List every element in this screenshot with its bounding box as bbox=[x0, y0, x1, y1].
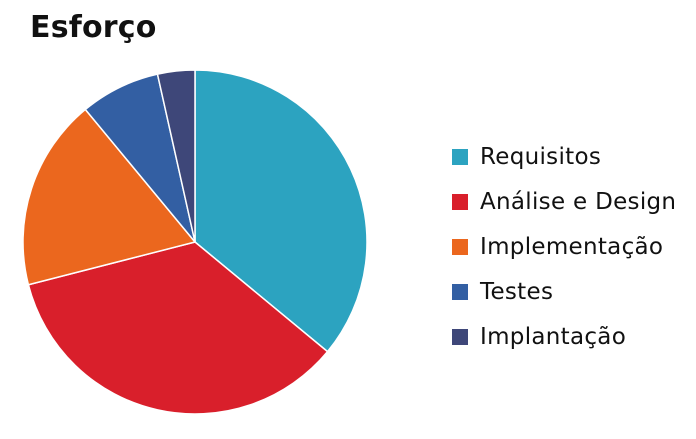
pie-slice-requisitos bbox=[194, 69, 368, 353]
pie-slice-implementacao bbox=[22, 108, 196, 286]
legend-item-implantacao: Implantação bbox=[452, 314, 676, 359]
legend-swatch-analise-e-design bbox=[452, 193, 468, 210]
legend-label-requisitos: Requisitos bbox=[480, 143, 602, 170]
legend-swatch-implementacao bbox=[452, 238, 468, 255]
legend-swatch-requisitos bbox=[452, 148, 468, 165]
legend-item-implementacao: Implementação bbox=[452, 224, 676, 269]
chart-title: Esforço bbox=[30, 10, 157, 45]
pie-slices bbox=[22, 69, 368, 415]
legend-item-analise-e-design: Análise e Design bbox=[452, 179, 676, 224]
pie-slice-analise-e-design bbox=[27, 241, 329, 415]
legend-item-testes: Testes bbox=[452, 269, 676, 314]
legend-label-implantacao: Implantação bbox=[480, 323, 627, 350]
pie-slice-implantacao bbox=[156, 69, 196, 243]
legend-swatch-testes bbox=[452, 283, 468, 300]
legend: Requisitos Análise e Design Implementaçã… bbox=[452, 134, 676, 359]
legend-label-testes: Testes bbox=[480, 278, 554, 305]
legend-swatch-implantacao bbox=[452, 328, 468, 345]
legend-item-requisitos: Requisitos bbox=[452, 134, 676, 179]
legend-label-analise-e-design: Análise e Design bbox=[480, 188, 677, 215]
legend-label-implementacao: Implementação bbox=[480, 233, 664, 260]
